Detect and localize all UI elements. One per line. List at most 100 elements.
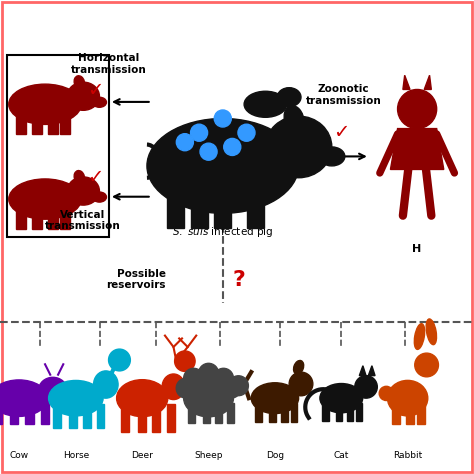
Ellipse shape xyxy=(277,88,301,107)
Bar xyxy=(356,403,363,421)
Bar xyxy=(83,404,91,428)
Bar xyxy=(16,112,26,135)
Bar xyxy=(16,207,26,229)
Circle shape xyxy=(213,368,233,388)
Ellipse shape xyxy=(74,171,84,183)
Ellipse shape xyxy=(117,380,168,417)
Bar xyxy=(32,207,42,229)
Ellipse shape xyxy=(67,177,100,205)
Text: Rabbit: Rabbit xyxy=(393,451,422,459)
Bar xyxy=(32,112,42,135)
Ellipse shape xyxy=(183,380,233,417)
Bar xyxy=(269,403,276,422)
Ellipse shape xyxy=(162,374,185,400)
Text: H: H xyxy=(412,244,422,254)
Text: ?: ? xyxy=(232,270,245,290)
Circle shape xyxy=(221,378,241,398)
Ellipse shape xyxy=(67,82,100,110)
Bar xyxy=(153,404,160,432)
Ellipse shape xyxy=(38,377,67,403)
Text: $S.$ $suis$ infected pig: $S.$ $suis$ infected pig xyxy=(172,225,273,239)
Ellipse shape xyxy=(284,106,304,131)
Bar xyxy=(53,404,61,428)
Text: Horizontal
transmission: Horizontal transmission xyxy=(71,53,147,75)
Ellipse shape xyxy=(265,116,332,178)
Polygon shape xyxy=(424,75,431,90)
Circle shape xyxy=(289,372,313,396)
Circle shape xyxy=(355,375,377,398)
Circle shape xyxy=(109,349,130,371)
Ellipse shape xyxy=(9,84,82,124)
Circle shape xyxy=(398,90,437,128)
Polygon shape xyxy=(391,128,444,170)
Polygon shape xyxy=(368,366,375,375)
Bar xyxy=(215,403,222,423)
Bar xyxy=(336,403,342,421)
Ellipse shape xyxy=(93,371,118,398)
Bar xyxy=(48,207,58,229)
Bar xyxy=(69,404,77,428)
Bar xyxy=(291,403,297,422)
Bar xyxy=(214,185,231,228)
Bar xyxy=(247,185,264,228)
Bar xyxy=(97,404,104,428)
Circle shape xyxy=(379,386,393,401)
Bar xyxy=(406,405,414,424)
Ellipse shape xyxy=(387,380,428,416)
Bar xyxy=(202,403,210,423)
Bar xyxy=(188,403,195,423)
Text: Zoonotic
transmission: Zoonotic transmission xyxy=(306,84,382,106)
Ellipse shape xyxy=(92,192,107,202)
Circle shape xyxy=(214,110,231,127)
Bar xyxy=(9,403,18,424)
Bar xyxy=(60,207,70,229)
Ellipse shape xyxy=(244,91,287,118)
Text: Cat: Cat xyxy=(334,451,349,459)
Text: Dog: Dog xyxy=(266,451,284,459)
Circle shape xyxy=(183,368,203,388)
Ellipse shape xyxy=(49,381,103,416)
Text: Horse: Horse xyxy=(63,451,89,459)
Ellipse shape xyxy=(228,376,248,396)
Text: Possible
reservoirs: Possible reservoirs xyxy=(106,269,166,291)
Ellipse shape xyxy=(293,360,304,374)
Bar xyxy=(228,403,235,423)
Text: Vertical
transmission: Vertical transmission xyxy=(45,210,121,231)
Ellipse shape xyxy=(147,118,299,213)
Bar xyxy=(322,403,328,421)
Text: Cow: Cow xyxy=(9,451,28,459)
Circle shape xyxy=(415,353,438,377)
Bar xyxy=(347,403,354,421)
Text: ✓: ✓ xyxy=(87,81,103,100)
Bar xyxy=(25,403,34,424)
Polygon shape xyxy=(403,75,410,90)
Ellipse shape xyxy=(9,179,82,219)
Bar xyxy=(392,405,400,424)
Ellipse shape xyxy=(74,76,84,89)
Bar xyxy=(191,185,208,228)
Ellipse shape xyxy=(414,324,425,349)
Bar xyxy=(0,403,2,424)
Polygon shape xyxy=(359,366,366,375)
Text: Deer: Deer xyxy=(131,451,153,459)
Ellipse shape xyxy=(319,147,345,166)
Circle shape xyxy=(174,351,195,372)
Bar xyxy=(121,404,129,432)
Circle shape xyxy=(176,378,196,398)
Ellipse shape xyxy=(92,97,107,107)
Text: Sheep: Sheep xyxy=(194,451,223,459)
Bar xyxy=(60,112,70,135)
Circle shape xyxy=(238,124,255,141)
Bar xyxy=(48,112,58,135)
Text: ✓: ✓ xyxy=(87,168,103,187)
Bar xyxy=(281,403,288,422)
Circle shape xyxy=(199,363,219,383)
Bar xyxy=(41,403,49,424)
Bar xyxy=(167,404,174,432)
Circle shape xyxy=(224,138,241,155)
Bar xyxy=(7,55,109,237)
Ellipse shape xyxy=(320,383,363,413)
Bar xyxy=(417,405,425,424)
Ellipse shape xyxy=(426,319,437,345)
Bar xyxy=(255,403,262,422)
